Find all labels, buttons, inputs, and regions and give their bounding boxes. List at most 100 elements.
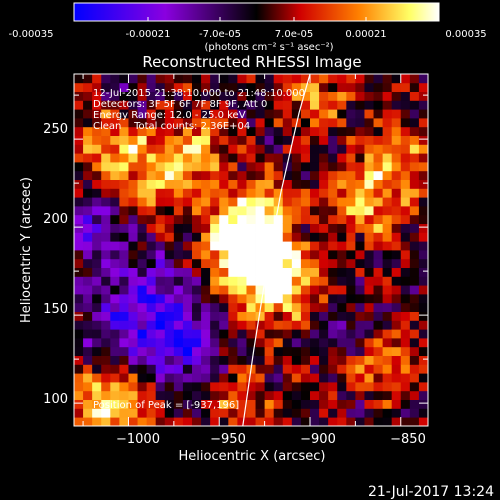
heatmap-cell xyxy=(92,390,102,400)
heatmap-cell xyxy=(201,223,211,233)
heatmap-cell xyxy=(237,74,247,84)
heatmap-cell xyxy=(182,373,193,383)
heatmap-cell xyxy=(237,329,247,339)
heatmap-cell xyxy=(346,179,356,189)
heatmap-cell xyxy=(101,144,111,154)
heatmap-cell xyxy=(110,338,120,348)
heatmap-cell xyxy=(273,197,284,207)
heatmap-cell xyxy=(182,179,193,189)
heatmap-cell xyxy=(182,109,193,119)
heatmap-cell xyxy=(310,382,320,392)
heatmap-cell xyxy=(355,276,365,286)
heatmap-cell xyxy=(192,320,202,330)
heatmap-cell xyxy=(192,373,202,383)
heatmap-cell xyxy=(210,74,220,84)
heatmap-cell xyxy=(346,100,356,110)
heatmap-cell xyxy=(300,223,311,233)
heatmap-cell xyxy=(282,241,293,251)
heatmap-cell xyxy=(310,188,320,198)
heatmap-cell xyxy=(418,364,428,374)
heatmap-cell xyxy=(228,390,238,400)
heatmap-cell xyxy=(337,311,347,321)
heatmap-cell xyxy=(355,162,365,172)
heatmap-cell xyxy=(173,417,184,426)
heatmap-cell xyxy=(282,74,293,84)
heatmap-cell xyxy=(273,82,284,92)
heatmap-cell xyxy=(210,91,220,101)
heatmap-cell xyxy=(364,338,374,348)
solar-limb-curve xyxy=(242,74,311,426)
heatmap-cell xyxy=(83,197,93,207)
heatmap-cell xyxy=(182,329,193,339)
heatmap-cell xyxy=(328,206,338,216)
heatmap-cell xyxy=(373,74,384,84)
heatmap-cell xyxy=(101,382,111,392)
heatmap-cell xyxy=(146,170,157,180)
heatmap-cell xyxy=(355,267,365,277)
heatmap-cell xyxy=(355,188,365,198)
heatmap-cell xyxy=(92,285,102,295)
heatmap-cell xyxy=(173,214,184,224)
heatmap-cell xyxy=(246,285,256,295)
heatmap-cell xyxy=(337,382,347,392)
heatmap-cell xyxy=(391,338,402,348)
heatmap-cell xyxy=(282,276,293,286)
heatmap-cell xyxy=(246,408,256,418)
heatmap-cell xyxy=(273,346,284,356)
heatmap-cell xyxy=(400,390,411,400)
heatmap-cell xyxy=(364,232,374,242)
heatmap-cell xyxy=(273,179,284,189)
heatmap-cell xyxy=(310,294,320,304)
heatmap-cell xyxy=(382,241,393,251)
heatmap-cell xyxy=(409,74,420,84)
heatmap-cell xyxy=(101,118,111,128)
heatmap-cell xyxy=(291,311,302,321)
heatmap-cell xyxy=(173,294,184,304)
heatmap-cell xyxy=(92,144,102,154)
heatmap-cell xyxy=(291,232,302,242)
heatmap-cell xyxy=(273,417,284,426)
heatmap-cell xyxy=(110,100,120,110)
heatmap-cell xyxy=(137,109,148,119)
heatmap-cell xyxy=(409,320,420,330)
heatmap-cell xyxy=(155,294,166,304)
heatmap-cell xyxy=(137,250,148,260)
heatmap-cell xyxy=(83,311,93,321)
heatmap-cell xyxy=(92,250,102,260)
heatmap-cell xyxy=(155,144,166,154)
heatmap-cell xyxy=(173,311,184,321)
heatmap-cell xyxy=(119,109,129,119)
heatmap-cell xyxy=(92,267,102,277)
heatmap-cell xyxy=(273,355,284,365)
heatmap-cell xyxy=(146,399,157,409)
heatmap-cell xyxy=(110,355,120,365)
heatmap-cell xyxy=(155,258,166,268)
heatmap-cell xyxy=(74,302,84,312)
heatmap-cell xyxy=(128,197,138,207)
heatmap-cell xyxy=(173,276,184,286)
heatmap-cell xyxy=(273,118,284,128)
heatmap-cell xyxy=(155,206,166,216)
heatmap-cell xyxy=(173,267,184,277)
heatmap-cell xyxy=(92,311,102,321)
heatmap-cell xyxy=(101,276,111,286)
heatmap-cell xyxy=(319,276,329,286)
heatmap-cell xyxy=(355,285,365,295)
heatmap-cell xyxy=(310,364,320,374)
heatmap-cell xyxy=(346,302,356,312)
heatmap-cell xyxy=(400,170,411,180)
heatmap-cell xyxy=(310,232,320,242)
heatmap-cell xyxy=(291,329,302,339)
heatmap-cell xyxy=(310,162,320,172)
heatmap-cell xyxy=(418,82,428,92)
heatmap-cell xyxy=(74,311,84,321)
heatmap-cell xyxy=(346,197,356,207)
heatmap-cell xyxy=(164,258,175,268)
heatmap-cell xyxy=(192,364,202,374)
heatmap-cell xyxy=(119,223,129,233)
heatmap-cell xyxy=(192,408,202,418)
heatmap-cell xyxy=(83,241,93,251)
heatmap-cell xyxy=(355,258,365,268)
heatmap-cell xyxy=(319,267,329,277)
heatmap-cell xyxy=(337,320,347,330)
